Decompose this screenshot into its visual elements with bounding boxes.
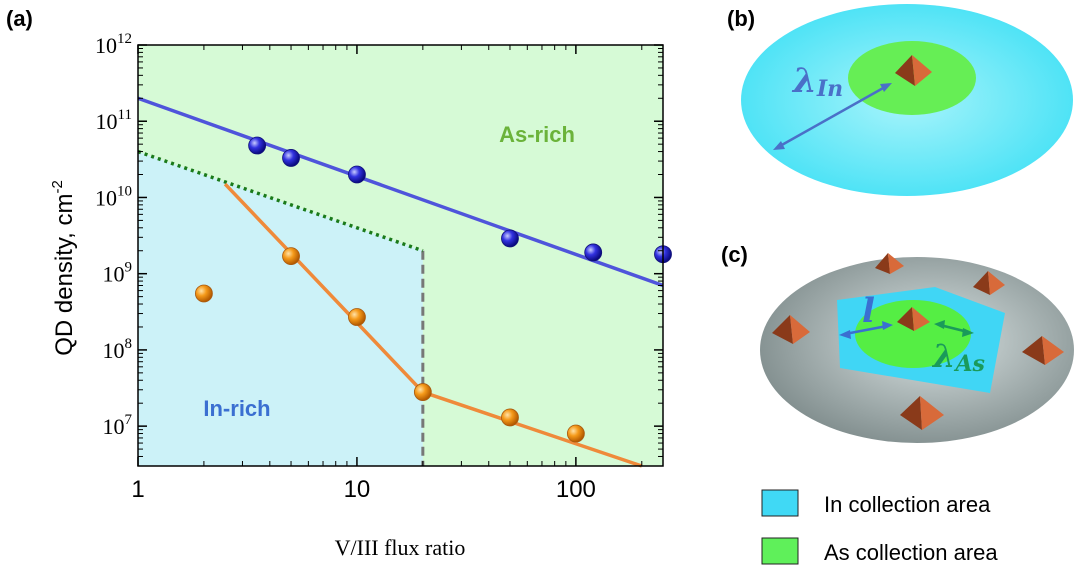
arrowhead-icon [934,320,945,329]
pyramids [772,253,1064,430]
data-point [566,424,585,443]
pyramid [1022,336,1064,365]
pyramid [897,307,930,331]
lambda-in-label: λIn [791,61,843,102]
data-point [248,136,267,155]
plot-area: 1 10 100 107 108 109 1010 1011 1012 As-rich In-r… [95,31,672,503]
arrowhead-icon [882,321,893,330]
as-rich-label: As-rich [499,122,575,147]
diagram-b: λIn [741,4,1073,196]
y-axis-title: QD density, cm-2 [49,180,78,356]
legend-label-as: As collection area [824,540,998,565]
pyramid [772,315,810,344]
diagram-c: l λAs [760,253,1074,443]
arrowhead-icon [880,83,892,92]
data-point [413,383,432,401]
in-rich-label: In-rich [203,396,270,421]
data-point [584,243,603,262]
as-collection-area [855,300,971,368]
legend-label-in: In collection area [824,492,991,517]
axis-ticks: 1 10 100 107 108 109 1010 1011 1012 [95,31,663,503]
y-tick-label: 1010 [95,183,132,210]
arrowhead-icon [773,141,785,150]
legend-swatch-as [761,537,799,565]
data-point [501,229,519,248]
x-tick-label: 1 [131,476,144,503]
l-arrow [844,324,888,336]
lambda-in-arrow [779,85,886,148]
data-point [282,247,300,266]
y-tick-label: 107 [103,412,133,439]
x-tick-label: 100 [556,476,596,503]
dotted-boundary-line [137,149,424,253]
data-point [348,308,366,326]
panel-label-a: (a) [6,6,33,31]
data-point [195,284,213,303]
y-tick-label: 1012 [95,31,132,58]
panel-label-c: (c) [721,242,748,267]
y-tick-label: 108 [103,336,133,363]
in-rich-region [138,151,423,466]
x-tick-label: 10 [344,476,371,503]
data-point [501,408,519,427]
panel-label-b: (b) [727,6,755,31]
legend-swatch-in [761,489,799,517]
pyramid [973,271,1005,295]
pyramid [895,55,932,86]
data-point [348,165,366,184]
arrowhead-icon [839,330,851,339]
y-tick-label: 109 [103,260,133,287]
blue-fit-line [137,96,664,288]
arrowhead-icon [962,328,974,337]
legend: In collection area As collection area [761,489,998,565]
x-axis-title: V/III flux ratio [335,535,466,560]
data-point [282,149,300,167]
pyramid [875,253,904,274]
pyramid [900,396,944,430]
plot-frame [137,44,664,467]
data-points [195,136,672,443]
lambda-as-label: λAs [931,337,985,377]
l-label: l [862,291,875,331]
y-tick-label: 1011 [96,107,132,134]
